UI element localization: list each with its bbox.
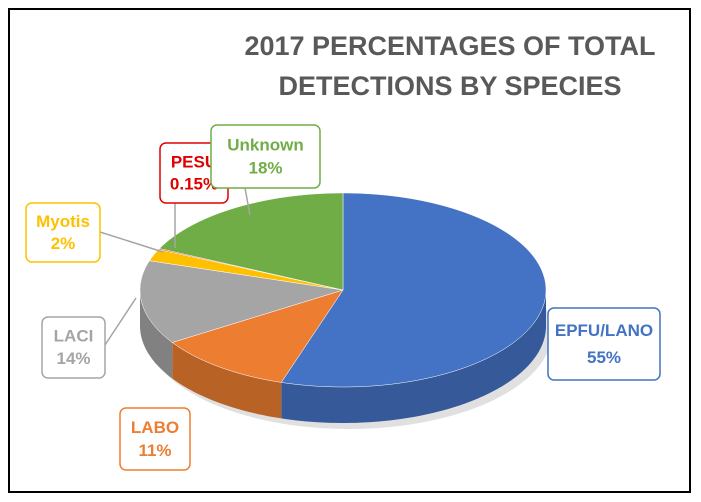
data-label-value: 0.15% [170, 174, 218, 193]
callout-box [119, 407, 191, 471]
slice-side [140, 290, 173, 379]
slice [139, 260, 344, 343]
chart-title: 2017 PERCENTAGES OF TOTAL [244, 31, 655, 61]
data-label-value: 18% [248, 159, 282, 178]
leader-line [104, 297, 137, 346]
leader-line [99, 231, 164, 253]
data-label-value: 14% [56, 349, 90, 368]
data-label-value: 2% [51, 234, 76, 253]
data-label-name: EPFU/LANO [555, 321, 653, 340]
chart-title: DETECTIONS BY SPECIES [278, 71, 621, 101]
slice [158, 192, 344, 291]
callout-box [41, 316, 106, 379]
slice-side [281, 290, 546, 423]
leader-line [244, 187, 251, 216]
slice [171, 289, 344, 383]
data-label-value: 11% [138, 441, 171, 460]
callout-box [547, 307, 661, 381]
data-label-name: Unknown [227, 135, 304, 154]
data-label-name: LACI [54, 327, 94, 346]
callout-box [25, 202, 101, 263]
data-label-name: LABO [131, 418, 179, 437]
slice [280, 192, 547, 388]
callout-box [210, 124, 321, 189]
data-label-name: Myotis [36, 212, 90, 231]
data-label-name: PESU [171, 152, 217, 171]
slice-side [172, 342, 282, 419]
data-label-value: 55% [587, 348, 621, 367]
